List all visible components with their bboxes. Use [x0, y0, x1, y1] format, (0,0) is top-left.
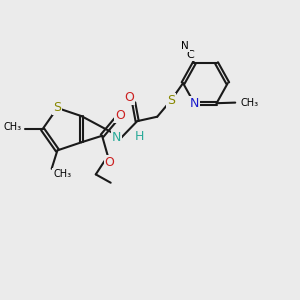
Text: S: S: [167, 94, 175, 107]
Text: CH₃: CH₃: [53, 169, 71, 179]
Text: N: N: [190, 97, 199, 110]
Text: O: O: [124, 91, 134, 104]
Text: N: N: [181, 41, 189, 51]
Text: H: H: [135, 130, 145, 143]
Text: O: O: [115, 109, 125, 122]
Text: C: C: [186, 50, 194, 60]
Text: O: O: [105, 156, 115, 169]
Text: N: N: [112, 131, 122, 144]
Text: CH₃: CH₃: [240, 98, 259, 108]
Text: CH₃: CH₃: [3, 122, 21, 132]
Text: S: S: [53, 101, 62, 115]
